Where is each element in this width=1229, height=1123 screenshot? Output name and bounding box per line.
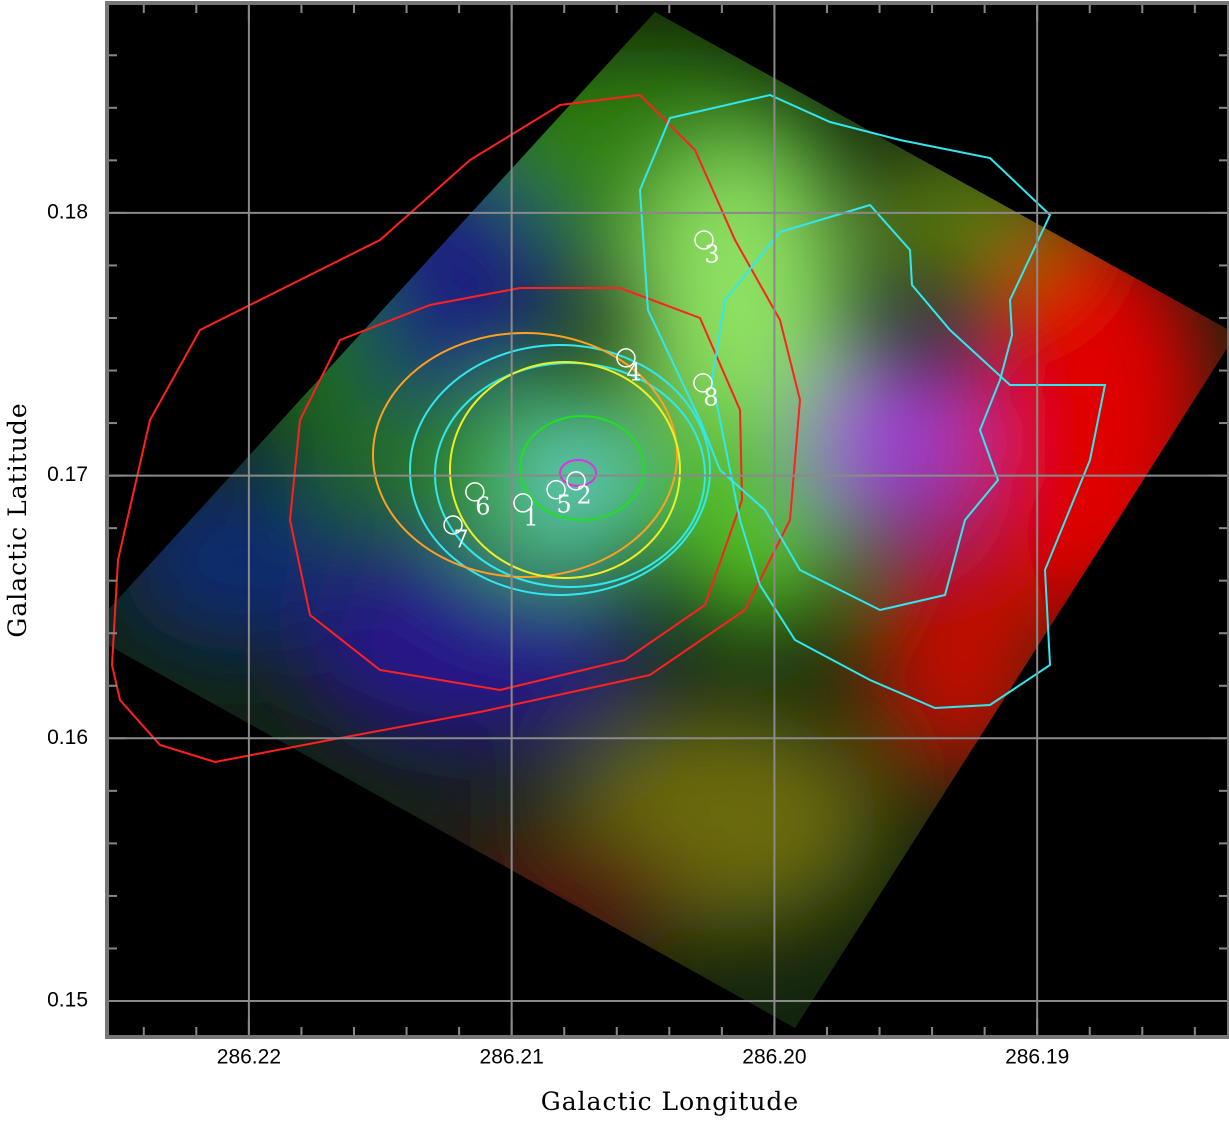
x-tick-label: 286.20 — [742, 1046, 806, 1069]
source-label: 1 — [523, 503, 538, 531]
contour — [409, 344, 711, 596]
source-label: 3 — [704, 240, 719, 268]
source-marker — [513, 493, 533, 513]
source-marker — [694, 230, 714, 250]
y-tick-label: 0.15 — [47, 989, 88, 1012]
y-tick-label: 0.18 — [47, 200, 88, 223]
source-label: 6 — [475, 492, 490, 520]
source-marker — [616, 348, 636, 368]
source-marker — [465, 482, 485, 502]
contour — [110, 93, 802, 764]
contour — [710, 203, 1107, 710]
y-axis-label: Galactic Latitude — [3, 402, 32, 637]
contour — [288, 287, 744, 692]
x-tick-label: 286.19 — [1005, 1046, 1069, 1069]
source-label: 5 — [556, 490, 571, 518]
contour — [372, 332, 678, 578]
contours — [110, 93, 1107, 764]
contour — [559, 459, 597, 487]
y-tick-label: 0.17 — [47, 463, 88, 486]
contour — [638, 93, 1052, 612]
x-tick-label: 286.22 — [217, 1046, 281, 1069]
x-tick-label: 286.21 — [480, 1046, 544, 1069]
contour — [449, 361, 681, 579]
contour — [519, 415, 645, 521]
source-label: 7 — [453, 525, 468, 553]
source-marker — [443, 515, 463, 535]
axes — [107, 3, 1229, 1037]
source-label: 4 — [626, 358, 641, 386]
source-marker — [566, 471, 586, 491]
x-axis-label: Galactic Longitude — [541, 1087, 799, 1116]
source-marker — [693, 373, 713, 393]
source-label: 2 — [576, 481, 591, 509]
frame — [105, 1, 1229, 1039]
y-tick-label: 0.16 — [47, 726, 88, 749]
source-label: 8 — [703, 383, 718, 411]
source-marker — [546, 480, 566, 500]
